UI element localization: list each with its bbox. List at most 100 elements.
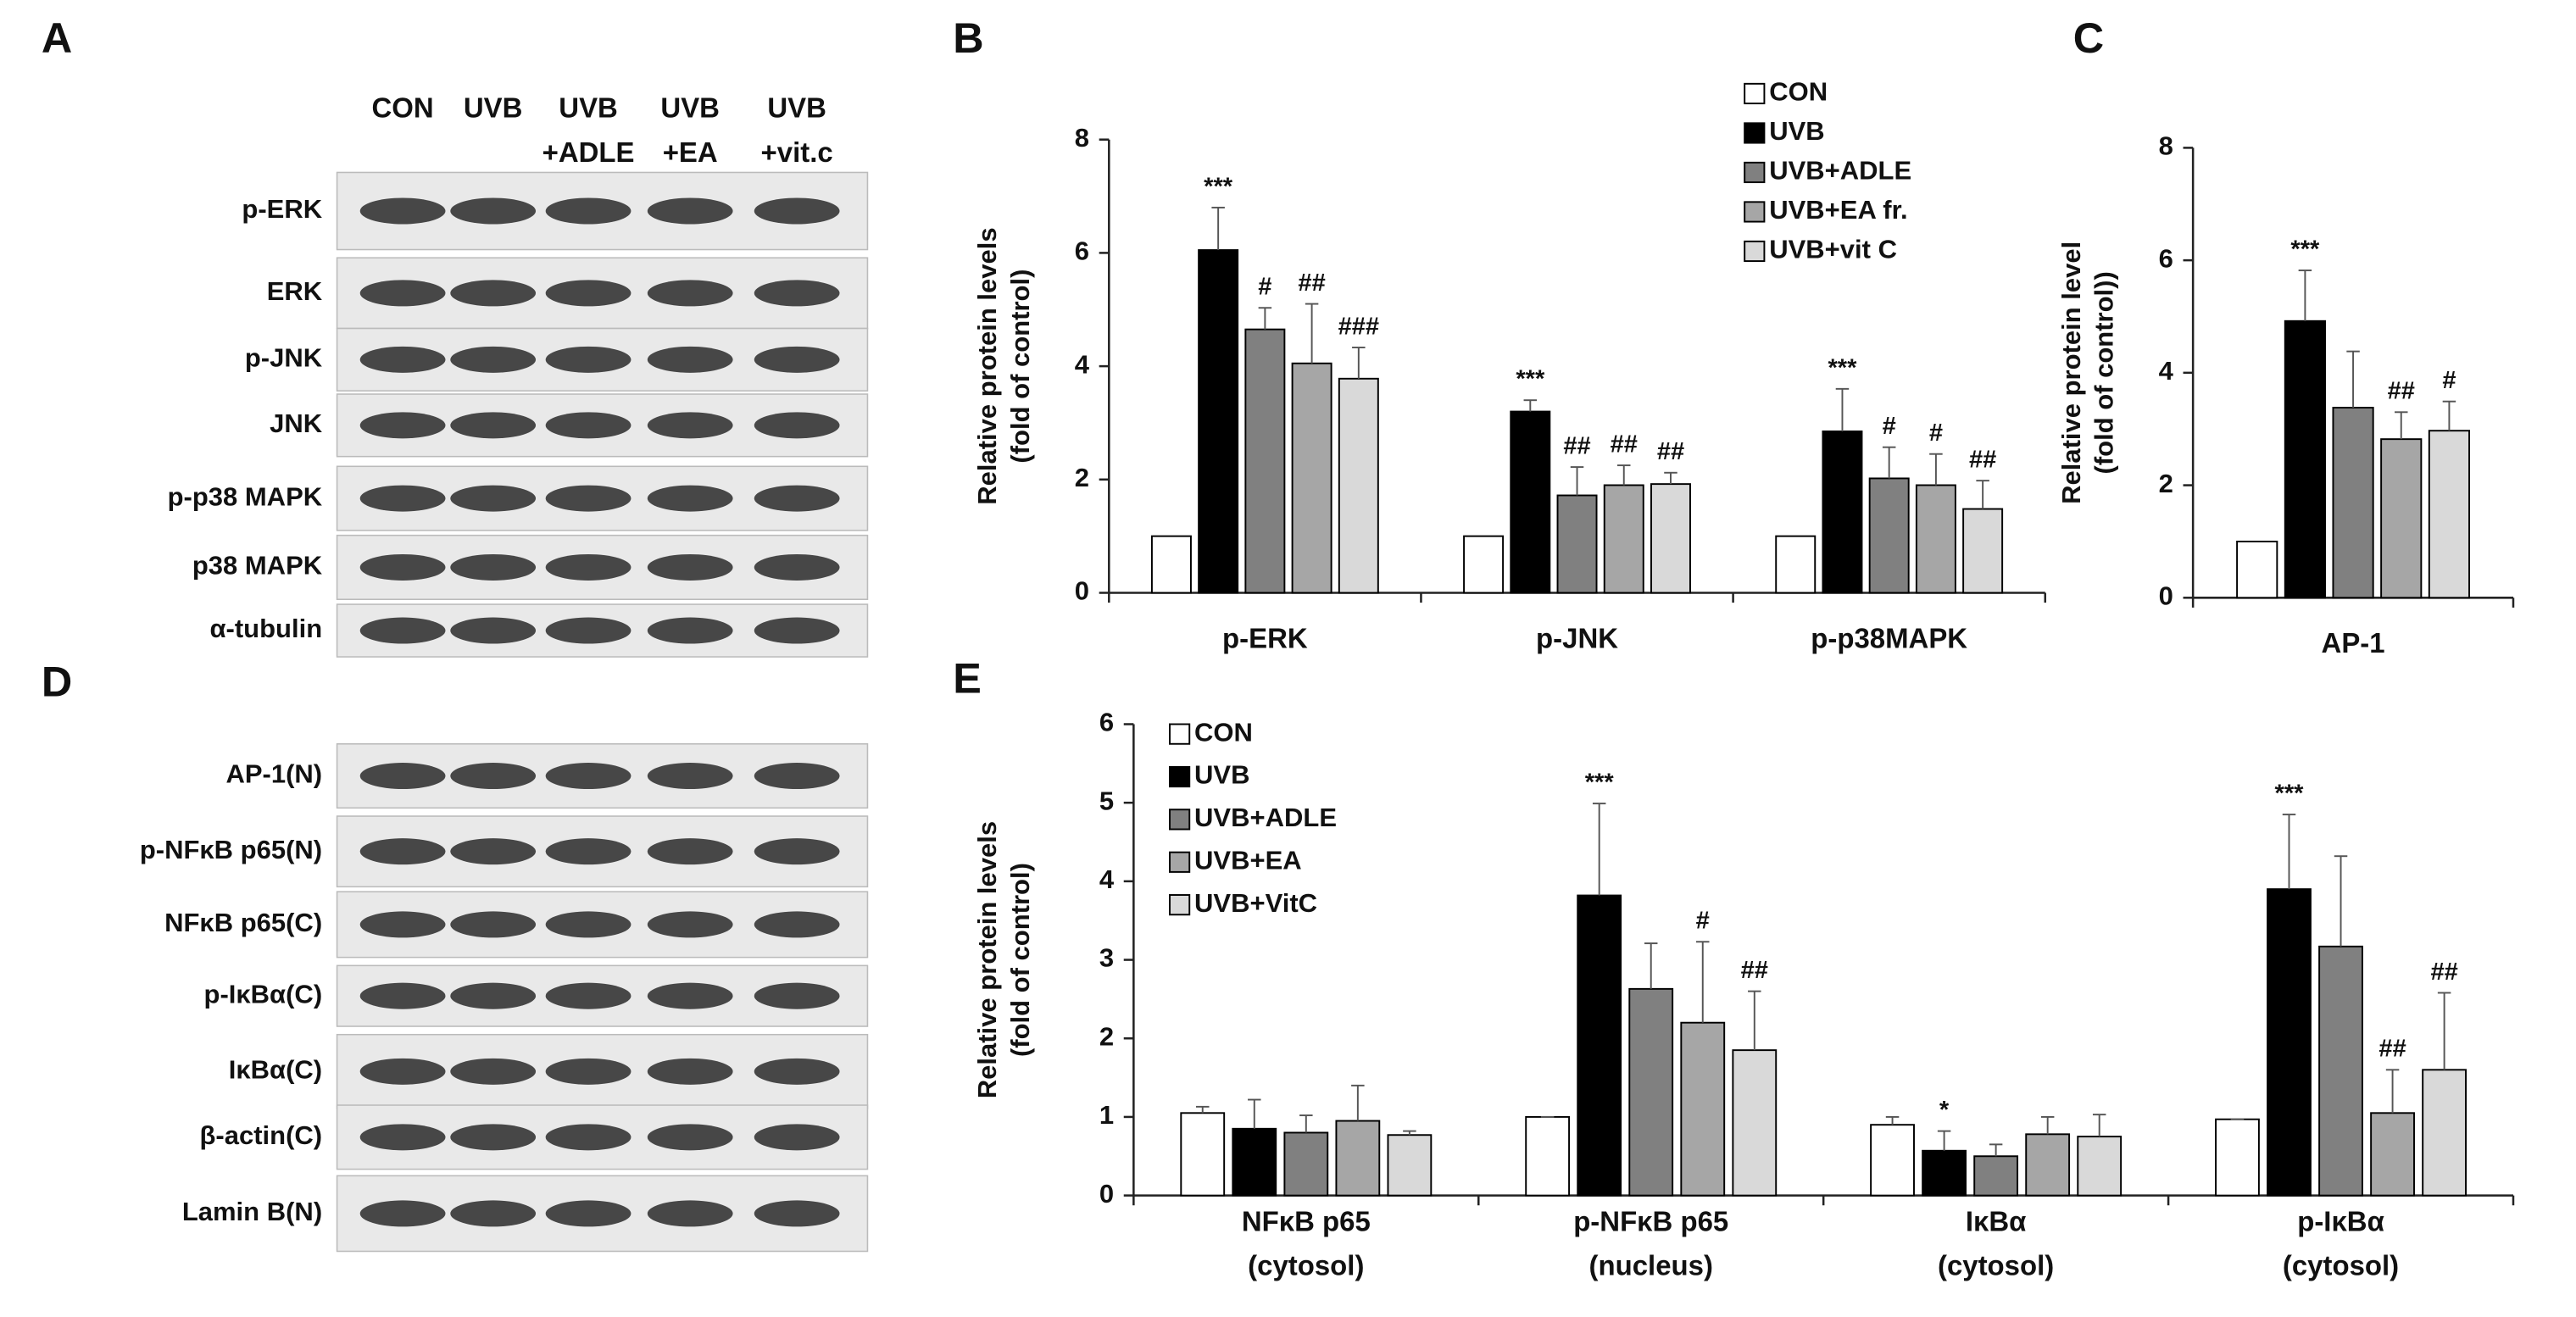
bar [2077,1136,2123,1197]
blot-band [647,911,733,938]
bar [1244,328,1286,594]
lane-label: UVB [767,92,826,124]
blot-band [545,838,631,865]
bar [1387,1134,1433,1197]
row-label: p-p38 MAPK [168,481,323,511]
y-tick-label: 2 [1075,463,1089,492]
significance-label: ## [1563,433,1590,460]
significance-label: # [2442,367,2456,394]
x-tick-label: NFκB p65 [1242,1205,1371,1236]
error-bar [1617,464,1631,486]
error-bar [1664,471,1677,485]
significance-label: # [1696,908,1710,935]
bar [2370,1112,2415,1197]
x-tick-label: p-IκBα [2297,1205,2384,1236]
y-axis-label: Relative protein level [2056,242,2086,504]
bar [1180,1112,1226,1197]
bar [1338,377,1379,594]
blot-band [359,553,446,581]
y-tick-label: 3 [1099,943,1114,973]
bar [1775,535,1817,594]
bar [1232,1127,1277,1197]
legend-swatch [1744,161,1766,184]
blot-band [647,346,733,373]
error-bar [1592,803,1606,896]
y-axis-label: Relative protein levels [972,227,1002,504]
blot-band [359,485,446,512]
y-tick-label: 0 [2159,581,2173,610]
legend-swatch [1744,201,1766,223]
error-bar [1403,1130,1416,1136]
y-axis-label: (fold of control) [1005,270,1035,464]
blot-band [545,280,631,307]
blot-band [545,412,631,439]
error-bar [1195,1105,1210,1114]
legend-swatch [1169,851,1191,873]
y-axis-title: Relative protein levels (fold of control) [972,821,1035,1098]
blot-band [359,1200,446,1227]
error-bar [2385,1069,2400,1114]
panel-letter: D [42,657,72,705]
significance-label: ## [2378,1036,2406,1063]
legend-swatch [1169,894,1191,916]
x-tick-label: p-ERK [1222,622,1308,653]
y-tick-label: 4 [1099,864,1115,894]
error-bar [1305,303,1319,364]
x-tick-label: IκBα [1966,1205,2027,1236]
blot-band [647,1124,733,1151]
legend-label: UVB+vit C [1769,235,1897,264]
bar [1525,1115,1571,1197]
error-bar [1211,206,1225,251]
y-tick-label: 0 [1075,576,1089,606]
blot-band [359,346,446,373]
legend-label: UVB+ADLE [1769,156,1911,186]
blot-band [359,1124,446,1151]
legend-swatch [1169,723,1191,745]
blot-band [450,1058,537,1085]
bar [1973,1155,2019,1197]
significance-label: *** [2290,236,2320,263]
y-tick-label: 1 [1099,1100,1114,1130]
significance-label: ## [1611,431,1638,458]
bar [1556,494,1598,594]
significance-label: *** [1828,354,1857,381]
significance-label: # [1929,420,1943,447]
blot-band [359,412,446,439]
error-bar [1696,941,1710,1023]
error-bar [1937,1130,1951,1151]
significance-label: ### [1338,313,1379,340]
blot-band [359,1058,446,1085]
error-bar [1885,1115,1900,1125]
row-label: p-JNK [245,343,323,373]
blot-band [450,553,537,581]
lane-label: UVB [559,92,618,124]
x-tick-label: p-p38MAPK [1811,622,1967,653]
blot-band [450,1200,537,1227]
row-label: p38 MAPK [192,551,323,581]
bar [2318,945,2363,1197]
blot-band [647,763,733,790]
bar [2332,407,2374,599]
significance-label: * [1939,1097,1950,1124]
legend-label: UVB+EA [1194,845,1302,875]
significance-label: *** [1585,770,1615,797]
y-tick-label: 8 [2159,131,2173,161]
bar [1283,1131,1329,1197]
bar [1870,1124,1915,1197]
significance-label: ## [1298,270,1325,297]
error-bar [2437,992,2451,1070]
error-bar [1748,990,1761,1051]
blot-band [359,197,446,225]
row-label: p-ERK [242,194,322,224]
blot-band [359,763,446,790]
blot-band [450,838,537,865]
blot-band [450,485,537,512]
blot-band [359,982,446,1009]
significance-label: *** [1204,173,1233,200]
lane-label: +ADLE [542,136,635,168]
y-tick-label: 5 [1099,786,1114,815]
significance-label: ## [1741,957,1768,984]
bar [2025,1133,2071,1197]
blot-band [545,1200,631,1227]
